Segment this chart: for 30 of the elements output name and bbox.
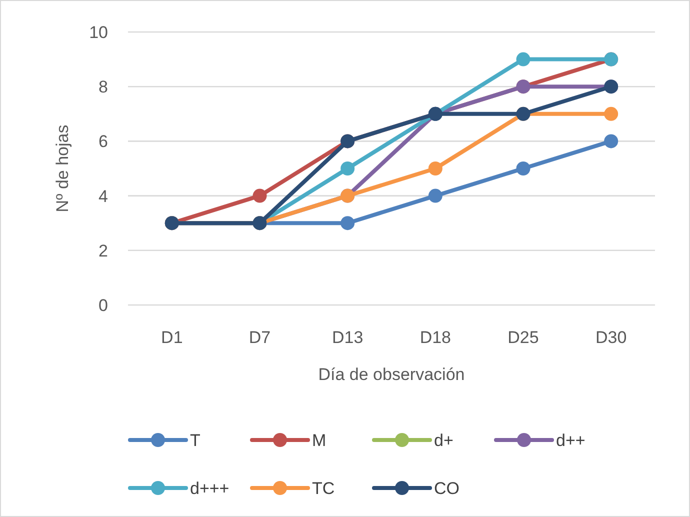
x-tick-label: D13: [332, 328, 364, 347]
point: [516, 162, 530, 176]
x-tick-label: D18: [420, 328, 452, 347]
legend-label: d+++: [190, 479, 230, 498]
y-tick-label: 0: [98, 296, 108, 315]
point: [428, 162, 442, 176]
x-tick-label: D25: [508, 328, 539, 347]
point: [428, 188, 442, 203]
legend-label: M: [312, 431, 326, 450]
legend-label: T: [190, 431, 200, 450]
legend-label: TC: [312, 479, 335, 498]
point: [252, 188, 267, 203]
x-tick-label: D30: [595, 328, 627, 347]
x-axis-title: Día de observación: [318, 365, 465, 384]
y-tick-label: 2: [98, 241, 108, 260]
y-tick-label: 10: [89, 23, 108, 42]
point: [340, 216, 355, 230]
y-tick-label: 8: [98, 78, 108, 97]
y-tick-label: 6: [98, 132, 108, 152]
point: [340, 162, 355, 176]
legend-label: CO: [434, 479, 460, 498]
point: [516, 52, 530, 66]
point: [604, 134, 618, 148]
y-axis-title: Nº de hojas: [53, 124, 72, 212]
x-tick-label: D7: [248, 328, 271, 347]
x-tick-label: D1: [161, 328, 183, 347]
point: [604, 106, 618, 121]
y-tick-label: 4: [98, 186, 108, 206]
legend-label: d+: [434, 431, 454, 450]
legend-label: d++: [556, 431, 586, 450]
